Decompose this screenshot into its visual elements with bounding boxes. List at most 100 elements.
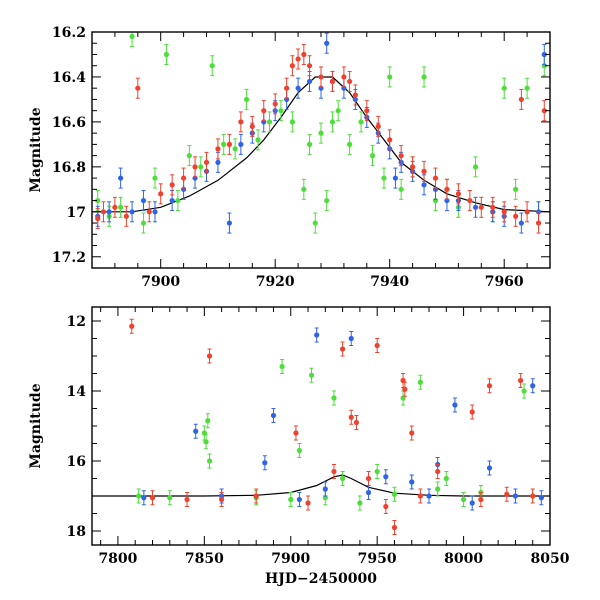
data-point [198,164,204,170]
data-point [306,63,313,69]
data-point [129,209,135,215]
data-point [421,168,427,174]
data-point [417,493,423,499]
data-point [512,493,519,499]
x-tick-label: 8000 [444,551,483,567]
data-point [347,78,353,85]
data-point [513,213,519,219]
data-point [524,85,530,91]
data-point [249,123,255,129]
data-point [169,182,175,188]
data-point [301,51,307,58]
y-axis-title: Magnitude [28,107,44,192]
data-point [203,439,209,445]
data-point [149,495,156,501]
data-point [469,500,475,506]
data-point [530,383,536,389]
data-point [293,430,299,436]
data-point [357,500,363,506]
data-point [530,493,536,499]
data-point [324,40,330,46]
data-point [501,209,507,215]
data-point [501,85,507,91]
data-point [374,342,380,349]
data-point [289,63,295,69]
data-point [391,524,398,531]
data-point [538,495,544,501]
data-point [146,209,152,215]
data-point [524,209,530,215]
data-point [295,85,301,91]
data-point [340,346,346,352]
data-point [513,186,519,192]
y-tick-label: 12 [67,314,86,330]
data-point [358,119,364,125]
data-point [95,197,101,204]
data-point [314,332,320,338]
data-point [348,414,354,420]
data-point [417,379,423,385]
data-point [322,486,328,492]
data-point [478,496,484,503]
data-point [129,33,135,40]
y-tick-label: 18 [67,524,86,540]
data-point [365,475,372,482]
data-point [391,491,398,497]
data-point [324,197,330,204]
data-point [136,493,142,499]
data-point [331,468,337,475]
y-tick-label: 17.2 [52,250,86,266]
data-point [289,119,295,125]
data-point [329,119,336,125]
data-point [318,74,324,80]
data-point [192,164,198,170]
data-point [486,383,493,389]
data-point [410,164,416,170]
data-point [95,215,101,222]
x-tick-label: 7900 [271,551,310,567]
data-point [541,108,547,114]
data-point [270,412,277,419]
data-point [398,153,404,159]
data-point [374,468,380,475]
data-point [467,197,473,204]
bottom-panel-light-curve: 7800 7850 7900 7950 8000 8050 12 14 16 18 Magnitud… [28,306,570,587]
data-point [455,191,461,197]
data-point [206,353,213,359]
data-point [365,489,372,496]
y-tick-label: 17 [67,205,86,221]
data-point [460,496,467,503]
data-point [278,108,284,114]
x-axis-title: HJD−2450000 [265,571,377,587]
data-point [296,496,302,503]
data-point [335,108,341,114]
data-point [186,153,192,159]
data-point [353,419,360,426]
data-point [158,191,164,197]
x-tick-label: 7900 [141,274,180,290]
data-point [409,430,415,436]
data-point [387,74,393,80]
data-point [347,141,353,147]
data-point [219,496,225,503]
y-tick-label: 16 [67,454,86,470]
data-point [261,108,267,114]
data-point [106,209,112,215]
data-point [152,209,158,215]
data-point [469,409,475,415]
data-point [232,146,238,152]
data-point [135,85,141,91]
series-3 [129,318,536,535]
data-point [444,186,450,192]
data-point [255,137,261,143]
data-point [504,491,510,497]
data-point [432,175,439,181]
x-tick-label: 7920 [256,274,295,290]
data-point [181,175,187,181]
data-point [152,175,158,181]
data-point [331,395,337,401]
data-point [140,220,147,226]
y-tick-label: 14 [67,384,87,400]
data-point [123,213,129,219]
data-point [266,119,273,125]
